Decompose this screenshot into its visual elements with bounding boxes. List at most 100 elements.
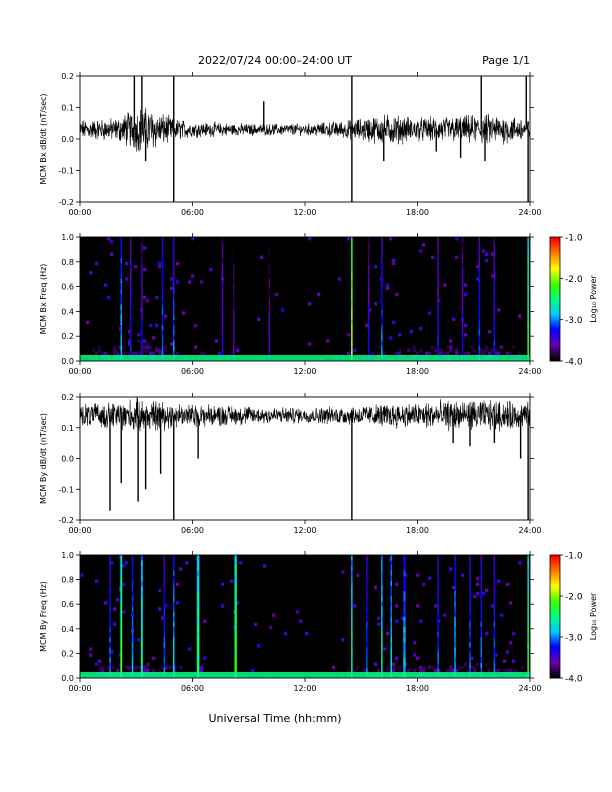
x-tick-label: 00:00 — [68, 684, 91, 693]
y-tick-label: 0.6 — [61, 283, 74, 292]
y-tick-label: 0.2 — [61, 393, 74, 402]
x-tick-label: 18:00 — [406, 208, 429, 217]
spectrogram-band-11 — [381, 237, 383, 361]
x-tick-label: 06:00 — [181, 367, 204, 376]
y-axis-label: MCM Bx Freq (Hz) — [39, 264, 48, 335]
x-tick-label: 12:00 — [293, 684, 316, 693]
x-tick-label: 00:00 — [68, 208, 91, 217]
y-tick-label: 0.0 — [61, 357, 74, 366]
y-tick-label: 1.0 — [61, 233, 74, 242]
y-tick-label: 0.0 — [61, 135, 74, 144]
x-axis-label: Universal Time (hh:mm) — [209, 712, 342, 725]
colorbar-label: Log₁₀ Power — [589, 275, 598, 323]
panel-4: -1.0 -2.0 -3.0 -4.0 Log₁₀ Power 1.0 0.8 0.6 0.4 0… — [39, 551, 598, 693]
x-tick-label: 18:00 — [406, 367, 429, 376]
colorbar-tick-label: -3.0 — [565, 634, 583, 644]
x-tick-label: 18:00 — [406, 684, 429, 693]
y-tick-label: 0.0 — [61, 674, 74, 683]
spectrogram-band-3 — [141, 237, 143, 361]
spectrogram-band-1 — [109, 555, 111, 678]
spectrogram-band-17 — [480, 555, 482, 678]
spectrogram-band-13 — [461, 237, 464, 361]
y-tick-label: 0.1 — [61, 104, 74, 113]
spectrogram-band-8 — [268, 237, 271, 361]
spectrogram-band-14 — [478, 237, 481, 361]
spectrogram-band-3 — [131, 555, 134, 678]
x-tick-label: 18:00 — [406, 526, 429, 535]
y-tick-label: 0.2 — [61, 72, 74, 81]
x-tick-label: 00:00 — [68, 526, 91, 535]
y-tick-label: -0.1 — [58, 167, 74, 176]
y-tick-label: -0.2 — [58, 516, 74, 525]
panel-2: -1.0 -2.0 -3.0 -4.0 Log₁₀ Power 1.0 0.8 0.6 0.4 0… — [39, 233, 598, 376]
spectrogram-band-16 — [527, 237, 529, 361]
panel-3: 0.2 0.1 0.0 -0.1 -0.200:00 06:00 12:00 18:00 24:… — [39, 393, 542, 535]
spectrogram-band-6 — [173, 555, 175, 678]
spectrogram-band-5 — [173, 237, 175, 361]
x-tick-label: 12:00 — [293, 526, 316, 535]
page-title: 2022/07/24 00:00–24:00 UT — [198, 54, 352, 67]
x-tick-label: 06:00 — [181, 526, 204, 535]
colorbar-tick-label: -2.0 — [565, 275, 583, 285]
spectrogram-band-4 — [161, 237, 164, 361]
spectrogram-band-9 — [351, 555, 353, 678]
spectrogram-band-14 — [437, 555, 439, 678]
y-tick-label: 0.1 — [61, 424, 74, 433]
spectrogram-band-2 — [129, 237, 132, 361]
y-tick-label: 0.8 — [61, 576, 74, 585]
y-tick-label: 0.2 — [61, 332, 74, 341]
colorbar-tick-label: -4.0 — [565, 358, 583, 368]
x-tick-label: 00:00 — [68, 367, 91, 376]
spectrogram-band-6 — [221, 237, 224, 361]
spectrogram-band-7 — [233, 237, 235, 361]
x-tick-label: 24:00 — [518, 526, 541, 535]
spectrogram-band-15 — [493, 237, 496, 361]
x-tick-label: 12:00 — [293, 367, 316, 376]
spectrogram-band-12 — [390, 555, 392, 678]
spectrogram-background — [80, 555, 530, 678]
x-tick-label: 24:00 — [518, 208, 541, 217]
spectrogram-band-2 — [120, 555, 123, 678]
colorbar-tick-label: -2.0 — [565, 593, 583, 603]
spectrogram-band-16 — [469, 555, 471, 678]
spectrogram-band-5 — [163, 555, 166, 678]
y-axis-label: MCM By Freq (Hz) — [39, 581, 48, 652]
y-tick-label: 1.0 — [61, 551, 74, 560]
spectrogram-band-11 — [381, 555, 383, 678]
y-tick-label: -0.2 — [58, 198, 74, 207]
y-axis-label: MCM Bx dB/dt (nT/sec) — [39, 93, 48, 184]
y-axis-label: MCM By dB/dt (nT/sec) — [39, 413, 48, 504]
panel-1: 0.2 0.1 0.0 -0.1 -0.200:00 06:00 12:00 18:00 24:… — [39, 72, 542, 217]
y-tick-label: 0.4 — [61, 307, 74, 316]
colorbar-tick-label: -1.0 — [565, 234, 583, 244]
y-tick-label: 0.4 — [61, 625, 74, 634]
spectrogram-band-8 — [234, 555, 237, 678]
spectrogram-band-15 — [454, 555, 456, 678]
spectrogram-band-19 — [527, 555, 529, 678]
low-frequency-band — [80, 672, 530, 678]
page-number: Page 1/1 — [482, 54, 530, 67]
spectrogram-band-10 — [366, 555, 368, 678]
series-line — [80, 107, 530, 152]
spectrogram-band-7 — [196, 555, 200, 678]
spectrogram-band-1 — [120, 237, 122, 361]
colorbar-tick-label: -3.0 — [565, 316, 583, 326]
colorbar-tick-label: -1.0 — [565, 552, 583, 562]
spectrogram-band-9 — [351, 237, 353, 361]
spectrogram-band-12 — [437, 237, 439, 361]
spectrogram-band-4 — [140, 555, 143, 678]
colorbar-tick-label: -4.0 — [565, 675, 583, 685]
x-tick-label: 24:00 — [518, 684, 541, 693]
spectrogram-band-13 — [403, 555, 406, 678]
spectrogram-band-10 — [368, 237, 370, 361]
y-tick-label: 0.0 — [61, 455, 74, 464]
y-tick-label: 0.8 — [61, 258, 74, 267]
series-line — [80, 397, 530, 432]
x-tick-label: 12:00 — [293, 208, 316, 217]
y-tick-label: 0.2 — [61, 649, 74, 658]
low-frequency-band — [80, 355, 530, 361]
x-tick-label: 06:00 — [181, 684, 204, 693]
colorbar-label: Log₁₀ Power — [589, 592, 598, 640]
y-tick-label: -0.1 — [58, 485, 74, 494]
